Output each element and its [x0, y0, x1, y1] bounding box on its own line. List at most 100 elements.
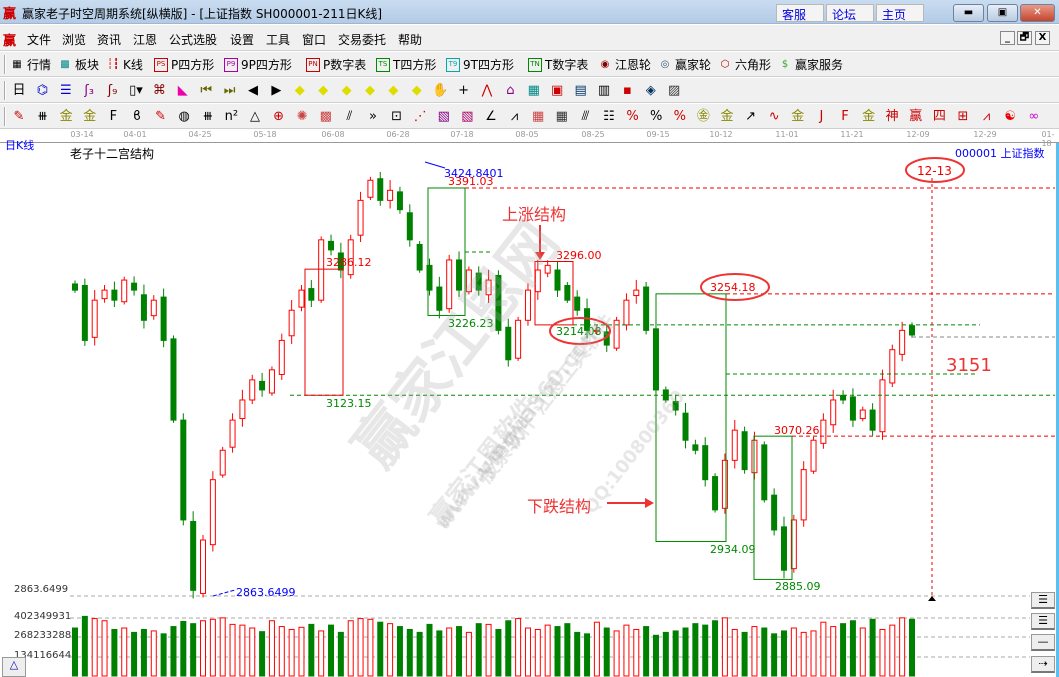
more-icon[interactable]: » [369, 109, 377, 124]
scroll-end-button[interactable]: ⇢ [1031, 656, 1055, 673]
parallel-icon[interactable]: ⫻ [581, 109, 590, 124]
grid-icon[interactable]: ▩ [319, 109, 332, 124]
diamond-all-icon[interactable]: ◆ [411, 83, 422, 98]
menu-8[interactable]: 交易委托 [338, 33, 387, 47]
percent-lines-icon[interactable]: % [673, 109, 686, 124]
close-button[interactable]: ✕ [1020, 4, 1055, 22]
menu-6[interactable]: 工具 [266, 33, 291, 47]
toolbar-t9-button[interactable]: T9 9T四方形 [446, 56, 514, 73]
diamond-right-icon[interactable]: ◆ [318, 83, 329, 98]
sine-icon[interactable]: ∿ [768, 109, 780, 124]
gold-lines-icon[interactable]: 金 [720, 109, 734, 124]
bars-icon[interactable]: ⧻ [202, 109, 214, 124]
right-icon[interactable]: ▶ [271, 83, 282, 98]
toolbar-ps-button[interactable]: PS P四方形 [154, 56, 214, 73]
zoom-in-button[interactable]: ☰ [1031, 592, 1055, 609]
web-icon[interactable]: ✺ [296, 109, 308, 124]
maximize-button[interactable]: ▣ [987, 4, 1018, 22]
zoom-button[interactable]: ☰ [1031, 613, 1055, 630]
j-angle-icon[interactable]: J [819, 109, 824, 124]
gold1-icon[interactable]: 金 [59, 109, 73, 124]
menu-9[interactable]: 帮助 [398, 33, 423, 47]
fan-box-icon[interactable]: ▧ [437, 109, 450, 124]
grid3-icon[interactable]: ▦ [555, 109, 568, 124]
toolbar-tn-button[interactable]: TN T数字表 [528, 56, 588, 73]
toolbar-hexagon-button[interactable]: ⬡ 六角形 [718, 56, 771, 73]
trend-icon[interactable]: ⩘ [982, 109, 991, 124]
gold-angle-icon[interactable]: 金 [862, 109, 876, 124]
calendar-icon[interactable]: ▣ [551, 83, 564, 98]
arrow-tool-icon[interactable]: ↗ [745, 109, 757, 124]
map-icon[interactable]: ⌬ [36, 83, 49, 98]
fan-icon[interactable]: ⋰ [413, 109, 427, 124]
angle-icon[interactable]: ⫽ [346, 109, 353, 124]
toolbar-ts-button[interactable]: TS T四方形 [376, 56, 436, 73]
save-icon[interactable]: ▪ [622, 83, 632, 98]
yinyang-icon[interactable]: ☯ [1004, 109, 1017, 124]
note-icon[interactable]: ☰ [59, 83, 72, 98]
box-icon[interactable]: ⊡ [391, 109, 403, 124]
toolbar-gann-wheel-button[interactable]: ◉ 江恩轮 [598, 56, 651, 73]
win-angle-icon[interactable]: 赢 [909, 109, 923, 124]
gold2-icon[interactable]: 金 [83, 109, 97, 124]
menu-1[interactable]: 浏览 [62, 33, 87, 47]
first-icon[interactable]: ⏮ [200, 83, 213, 98]
pattern-icon[interactable]: ⌘ [152, 83, 166, 98]
gold-bar-icon[interactable]: 金 [791, 109, 805, 124]
diamond-shrink-icon[interactable]: ◆ [365, 83, 375, 98]
network-icon[interactable]: ◈ [645, 83, 656, 98]
hand-icon[interactable]: ✋ [432, 83, 449, 98]
toolbar-big-wheel-button[interactable]: ◎ 赢家轮 [658, 56, 711, 73]
fan-box2-icon[interactable]: ▧ [461, 109, 474, 124]
menu-7[interactable]: 窗口 [302, 33, 327, 47]
zoom-out-button[interactable]: — [1031, 634, 1055, 651]
fan-lines-icon[interactable]: ∠ [485, 109, 497, 124]
god-angle-icon[interactable]: 神 [885, 109, 899, 124]
homepage-link[interactable]: 主页 [876, 4, 924, 22]
scrollbar[interactable] [1056, 143, 1059, 677]
chart-icon[interactable]: ▦ [527, 83, 540, 98]
wave9-icon[interactable]: ʃ₉ [107, 83, 118, 98]
trade-icon[interactable]: ▨ [668, 83, 681, 98]
zigzag-icon[interactable]: ⩘ [510, 109, 519, 124]
minimize-button[interactable]: ▬ [953, 4, 984, 22]
customer-service-link[interactable]: 客服 [776, 4, 824, 22]
percent-line-icon[interactable]: % [626, 109, 639, 124]
cycle-icon[interactable]: ◍ [178, 109, 190, 124]
mdi-minimize-button[interactable]: _ [1000, 31, 1015, 45]
pen-icon[interactable]: ✎ [13, 109, 25, 124]
notes-icon[interactable]: ▥ [597, 83, 611, 98]
target-icon[interactable]: ⊕ [273, 109, 285, 124]
cross-box-icon[interactable]: ⊞ [957, 109, 969, 124]
line-icon[interactable]: ⋀ [481, 83, 493, 98]
mdi-restore-button[interactable]: 🗗 [1017, 31, 1032, 45]
crosshair-icon[interactable]: + [458, 83, 470, 98]
volume-toggle-button[interactable]: △ [2, 657, 26, 677]
toolbar-table-button[interactable]: ▦ 行情 [10, 56, 51, 73]
toolbar-candles-button[interactable]: ┆┇ K线 [106, 56, 143, 73]
menu-5[interactable]: 设置 [230, 33, 255, 47]
spiral-icon[interactable]: ϐ [133, 109, 141, 124]
last-icon[interactable]: ⏭ [223, 83, 236, 98]
table2-icon[interactable]: ☷ [603, 109, 615, 124]
toolbar-blocks-button[interactable]: ▩ 板块 [58, 56, 99, 73]
grid2-icon[interactable]: ▦ [532, 109, 545, 124]
fib-icon[interactable]: F [109, 109, 118, 124]
triangle-icon[interactable]: △ [250, 109, 260, 124]
square-n-icon[interactable]: n² [224, 109, 239, 124]
f-angle-icon[interactable]: F [841, 109, 849, 124]
shape-icon[interactable]: ⌂ [506, 83, 515, 98]
calculator-icon[interactable]: ▤ [574, 83, 587, 98]
left-icon[interactable]: ◀ [248, 83, 258, 98]
menu-2[interactable]: 资讯 [97, 33, 122, 47]
four-angle-icon[interactable]: 四 [932, 109, 946, 124]
percent-icon[interactable]: % [650, 109, 663, 124]
toolbar-dollar-button[interactable]: $ 赢家服务 [778, 56, 843, 73]
toolbar-pn-button[interactable]: PN P数字表 [306, 56, 366, 73]
gold-circle-icon[interactable]: ㊎ [696, 109, 710, 124]
toolbar-p9-button[interactable]: P9 9P四方形 [224, 56, 292, 73]
pen2-icon[interactable]: ✎ [155, 109, 167, 124]
menu-4[interactable]: 公式选股 [169, 33, 218, 47]
mdi-close-button[interactable]: X [1035, 31, 1050, 45]
